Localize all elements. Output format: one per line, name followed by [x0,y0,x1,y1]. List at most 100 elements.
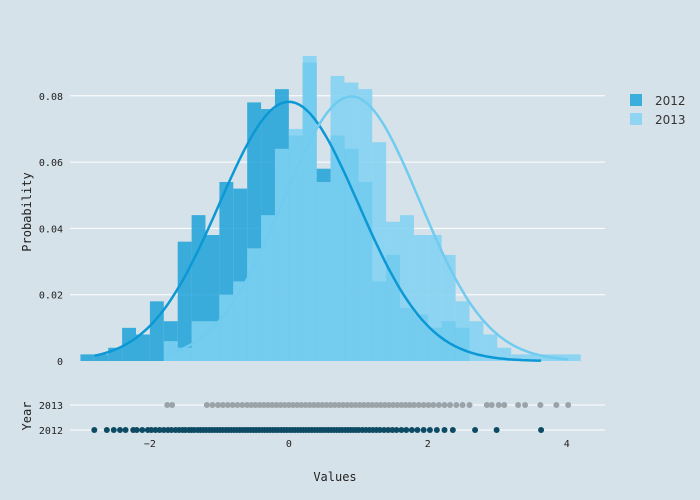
rug-point-2013 [229,402,236,408]
rug-point-2013 [394,402,401,408]
bar-2013 [525,354,539,361]
rug-point-2013 [260,402,267,408]
legend[interactable]: 2012 2013 [630,94,686,127]
rug-plot [91,402,572,433]
rug-point-2013 [515,402,522,408]
tick-labels: 0 0.02 0.04 0.06 0.08 2013 2012 −2 0 2 4 [39,92,570,450]
y-tick-label: 0.02 [39,291,63,302]
rug-point-2013 [164,402,171,408]
rug-point-2013 [327,402,334,408]
rug-point-2013 [415,402,422,408]
rug-point-2013 [234,402,241,408]
rug-point-2013 [553,402,560,408]
rug-point-2013 [565,402,572,408]
rug-point-2013 [290,402,297,408]
rug-point-2012 [117,427,124,433]
rug-point-2013 [360,402,367,408]
rug-point-2013 [356,402,363,408]
rug-point-2012 [156,427,163,433]
rug-point-2013 [224,402,231,408]
rug-point-2013 [252,402,259,408]
rug-point-2013 [277,402,284,408]
rug-point-2013 [441,402,448,408]
rug-point-2013 [420,402,427,408]
y-tick-label: 0.04 [39,224,63,235]
histogram-bars [80,56,581,362]
rug-point-2013 [344,402,351,408]
rug-point-2013 [335,402,342,408]
rug-point-2012 [160,427,167,433]
bar-2013 [177,347,192,361]
bar-2013 [566,354,581,361]
x-tick-label: 4 [564,439,570,450]
bar-2012 [177,241,192,361]
rug-point-2013 [203,402,210,408]
rug-point-2012 [110,427,117,433]
rug-point-2013 [390,402,397,408]
rug-point-2013 [381,402,388,408]
bar-2013 [261,215,275,361]
rug-point-2012 [414,427,421,433]
rug-point-2012 [393,427,400,433]
rug-point-2013 [373,402,380,408]
density-curves [94,95,569,362]
rug-point-2012 [139,427,146,433]
rug-tick-label: 2013 [39,401,63,412]
rug-point-2013 [209,402,216,408]
rug-point-2013 [294,402,301,408]
bar-2013 [511,354,526,361]
y-tick-label: 0.06 [39,158,63,169]
rug-point-2013 [315,402,322,408]
rug-point-2012 [403,427,410,433]
rug-point-2013 [352,402,359,408]
rug-point-2013 [269,402,276,408]
rug-point-2013 [483,402,490,408]
rug-point-2012 [148,427,155,433]
rug-point-2013 [248,402,255,408]
rug-point-2012 [420,427,427,433]
legend-label-2012: 2012 [655,94,686,108]
rug-point-2013 [265,402,272,408]
bar-2013 [386,221,401,361]
rug-axis-title: Year [20,402,34,431]
rug-point-2013 [310,402,317,408]
rug-point-2013 [385,402,392,408]
rug-point-2013 [323,402,330,408]
bar-2013 [413,235,428,361]
rug-point-2013 [285,402,292,408]
rug-point-2013 [430,402,437,408]
bar-2013 [274,148,289,361]
density-curve-2012 [94,100,542,362]
rug-tick-label: 2012 [39,426,63,437]
rug-point-2013 [398,402,405,408]
rug-point-2012 [493,427,500,433]
bar-2012 [149,301,164,361]
y-tick-label: 0.08 [39,92,63,103]
rug-point-2013 [365,402,372,408]
bar-2013 [330,75,345,362]
rug-point-2012 [103,427,110,433]
rug-point-2013 [466,402,473,408]
bar-2013 [455,301,470,361]
rug-point-2012 [398,427,405,433]
bar-2012 [122,327,137,361]
rug-point-2012 [91,427,98,433]
rug-point-2012 [441,427,448,433]
bar-2013 [233,281,248,361]
rug-point-2013 [281,402,288,408]
density-curve-2013 [166,95,569,361]
bar-2013 [469,321,484,361]
bar-2013 [344,82,359,362]
bar-2013 [247,248,262,361]
rug-point-2013 [435,402,442,408]
rug-point-2012 [376,427,383,433]
rug-point-2013 [219,402,226,408]
rug-point-2012 [389,427,396,433]
rug-point-2013 [244,402,251,408]
bar-2012 [94,354,109,361]
rug-point-2013 [453,402,460,408]
rug-point-2013 [331,402,338,408]
rug-point-2013 [348,402,355,408]
rug-point-2013 [239,402,246,408]
